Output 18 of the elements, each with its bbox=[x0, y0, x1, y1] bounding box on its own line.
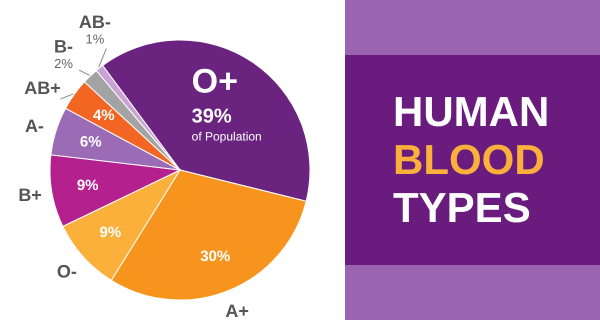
slice-label: O- bbox=[56, 262, 77, 282]
data-label: 4% bbox=[92, 107, 115, 124]
slice-label: AB- bbox=[78, 12, 111, 32]
text: of Population bbox=[192, 130, 262, 144]
slice-label: A+ bbox=[225, 300, 249, 320]
data-label: 2% bbox=[54, 56, 74, 72]
slice-label: A- bbox=[24, 116, 44, 136]
data-label: 1% bbox=[86, 31, 105, 46]
slice-label: AB+ bbox=[24, 78, 61, 98]
data-label: 30% bbox=[200, 248, 230, 266]
data-label: 9% bbox=[99, 224, 122, 242]
data-label: 6% bbox=[80, 133, 102, 150]
text: HUMAN BLOOD TYPES bbox=[393, 88, 550, 232]
slice-label: O+ bbox=[192, 62, 238, 101]
slice-label: B- bbox=[54, 36, 74, 57]
data-label: 39% bbox=[192, 106, 232, 128]
slice-label: B+ bbox=[18, 185, 42, 206]
data-label: 9% bbox=[76, 176, 99, 194]
